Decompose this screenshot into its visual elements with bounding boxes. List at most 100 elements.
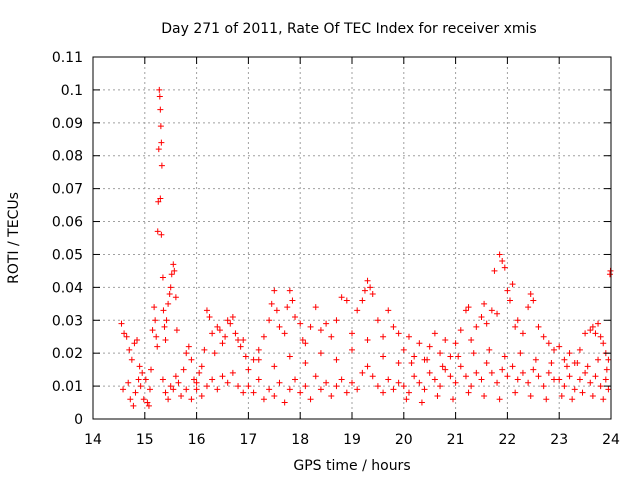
data-point [359,369,366,376]
data-point [494,379,501,386]
data-point [255,356,262,363]
data-point [431,376,438,383]
data-point [286,353,293,360]
data-point [411,353,418,360]
data-point [157,106,164,113]
x-tick-label: 18 [291,432,309,448]
data-point [600,340,607,347]
data-point [134,337,141,344]
data-point [139,369,146,376]
data-point [137,383,144,390]
data-point [597,383,604,390]
data-point [504,287,511,294]
data-point [418,399,425,406]
data-point [530,297,537,304]
data-point [452,379,459,386]
data-point [589,392,596,399]
y-tick-label: 0.03 [52,313,83,329]
chart-title: Day 271 of 2011, Rate Of TEC Index for r… [161,21,536,37]
y-tick-label: 0.05 [52,247,83,263]
data-point [193,386,200,393]
data-point [380,333,387,340]
data-point [543,396,550,403]
data-point [276,323,283,330]
data-point [250,356,257,363]
data-point [240,389,247,396]
data-point [364,363,371,370]
data-point [245,383,252,390]
data-point [499,258,506,265]
data-point [561,383,568,390]
data-point [216,327,223,334]
data-point [142,376,149,383]
data-point [178,392,185,399]
data-point [229,313,236,320]
data-point [465,304,472,311]
y-tick-label: 0.11 [52,50,83,66]
data-point [556,376,563,383]
data-point [312,304,319,311]
data-point [587,379,594,386]
data-point [592,373,599,380]
data-point [349,330,355,337]
data-point [390,386,397,393]
data-point [595,356,602,363]
data-point [193,379,200,386]
data-point [211,350,218,357]
data-point [198,392,205,399]
data-point [509,363,516,370]
data-point [229,369,236,376]
data-point [121,330,128,337]
data-point [532,356,539,363]
data-point [172,294,179,301]
data-point [188,396,195,403]
data-point [266,317,273,324]
data-point [468,383,475,390]
data-point [235,337,242,344]
data-point [191,376,198,383]
data-point [481,392,488,399]
data-point [595,320,602,327]
x-tick-label: 16 [188,432,206,448]
data-point [514,317,521,324]
data-point [364,337,371,344]
data-point [576,346,583,353]
data-point [535,373,542,380]
data-point [255,376,262,383]
data-point [328,392,335,399]
y-tick-label: 0.06 [52,215,83,231]
data-point [333,383,340,390]
data-point [250,389,257,396]
data-point [395,379,402,386]
data-point [519,330,526,337]
data-point [491,267,498,274]
data-point [219,373,226,380]
data-point [488,307,495,314]
data-point [587,327,594,334]
data-point [158,139,165,146]
data-point [506,297,513,304]
data-point [579,389,586,396]
data-point [162,389,169,396]
data-point [302,383,309,390]
data-point [214,323,221,330]
x-tick-label: 23 [550,432,568,448]
data-point [473,323,480,330]
data-point [540,333,547,340]
x-tick-label: 17 [239,432,257,448]
x-axis-label: GPS time / hours [293,458,410,474]
data-point [478,313,485,320]
data-point [486,346,493,353]
data-point [132,389,139,396]
data-point [159,274,166,281]
data-point [416,340,423,347]
data-point [188,356,195,363]
data-point [157,123,164,130]
data-point [166,290,173,297]
data-point [268,300,275,307]
data-point [127,396,134,403]
data-point [161,323,168,330]
data-point [411,373,418,380]
data-point [146,386,153,393]
data-point [462,373,469,380]
